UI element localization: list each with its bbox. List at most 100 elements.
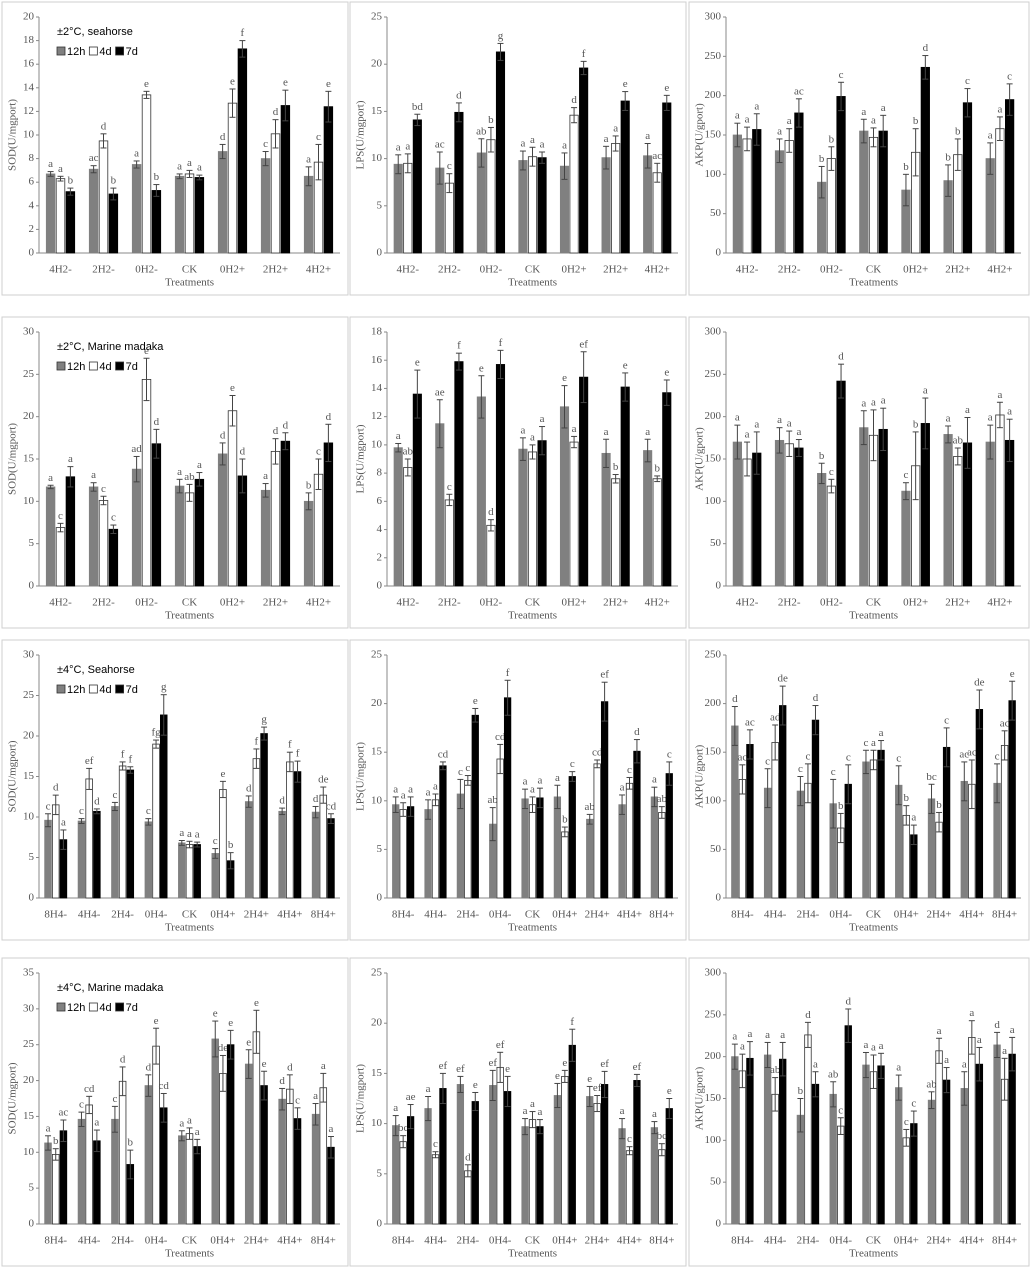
error-bar (90, 165, 97, 174)
y-tick-label: 100 (705, 495, 722, 507)
bar (237, 48, 248, 254)
significance-letter: a (652, 774, 657, 786)
significance-letter: d (838, 351, 844, 363)
x-tick-label: 2H2+ (603, 597, 628, 609)
error-bar (245, 1049, 252, 1079)
significance-letter: d (154, 416, 160, 428)
error-bar (954, 138, 961, 171)
y-tick-label: 25 (371, 11, 383, 23)
x-tick-label: 8H4- (731, 909, 754, 921)
error-bar (57, 175, 64, 182)
error-bar (786, 430, 793, 457)
error-bar (561, 152, 568, 180)
significance-letter: ef (496, 1039, 505, 1051)
significance-letter: d (101, 120, 107, 132)
error-bar (880, 114, 887, 148)
bar (293, 771, 302, 899)
y-tick-label: 6 (29, 176, 35, 188)
y-tick-label: 20 (23, 1074, 35, 1086)
panel-border (1, 316, 349, 629)
significance-letter: e (555, 1070, 560, 1082)
bar (528, 1119, 537, 1225)
significance-letter: ef (633, 1061, 642, 1073)
significance-letter: a (604, 133, 609, 145)
y-tick-label: 25 (23, 689, 35, 701)
annotation: ±4°C, Marine madaka (57, 982, 164, 994)
panel-border (1, 639, 349, 941)
significance-letter: de (218, 1042, 229, 1054)
significance-letter: a (923, 385, 928, 397)
significance-letter: c (146, 805, 151, 817)
bar (658, 1149, 666, 1225)
significance-letter: bd (412, 101, 424, 113)
error-bar (186, 483, 193, 502)
x-tick-label: 4H4+ (277, 909, 302, 921)
error-bar (903, 1128, 910, 1147)
significance-letter: a (540, 413, 545, 425)
bar (178, 1135, 186, 1225)
error-bar (529, 1111, 536, 1129)
significance-letter: a (777, 125, 782, 137)
significance-letter: d (994, 1019, 1000, 1031)
legend-swatch (115, 684, 125, 694)
error-bar (320, 1072, 327, 1103)
x-tick-label: 8H4- (392, 909, 415, 921)
chart-panel: 0 2 4 6 8 10 12 14 16 18 20 SOD(U/mgport) Treatments… (1, 1, 349, 296)
chart-panel: 0 5 10 15 20 25 30 SOD(U/mgport) Treatments 4H2- 2… (1, 316, 349, 629)
x-tick-label: 2H2- (92, 597, 115, 609)
error-bar (279, 1087, 286, 1111)
bar (553, 1095, 562, 1225)
bar (774, 439, 785, 587)
bar (731, 1056, 739, 1225)
bar (763, 1054, 772, 1225)
error-bar (529, 146, 536, 167)
significance-letter: a (780, 1029, 785, 1041)
significance-letter: b (913, 418, 919, 430)
error-bar (731, 706, 738, 746)
significance-letter: cd (84, 1083, 95, 1095)
error-bar (60, 829, 67, 850)
significance-letter: ef (600, 1058, 609, 1070)
error-bar (325, 90, 332, 123)
significance-letter: a (520, 424, 525, 436)
bar (579, 376, 589, 587)
significance-letter: e (664, 82, 669, 94)
significance-letter: e (230, 382, 235, 394)
significance-letter: c (447, 481, 452, 493)
error-bar (961, 761, 968, 802)
bar (65, 476, 76, 587)
bar (260, 1085, 268, 1225)
bar (293, 1118, 302, 1225)
bar (424, 1108, 432, 1225)
x-tick-label: 8H4- (392, 1235, 415, 1247)
chart-panel: 0 50 100 150 200 250 300 AKP(U/gport) Treatments… (688, 957, 1030, 1267)
bar (151, 190, 162, 254)
y-tick-label: 200 (705, 89, 722, 101)
significance-letter: a (787, 115, 792, 127)
chart-panel: 0 50 100 150 200 250 300 AKP(U/gport) Treatments… (688, 316, 1030, 629)
significance-letter: a (620, 1105, 625, 1117)
error-bar (127, 766, 134, 774)
error-bar (654, 162, 661, 183)
y-tick-label: 15 (23, 770, 35, 782)
error-bar (519, 150, 526, 171)
panel-border (688, 639, 1030, 941)
x-tick-label: 2H2+ (263, 597, 288, 609)
y-tick-label: 12 (23, 105, 34, 117)
y-tick-label: 0 (29, 247, 35, 259)
x-tick-label: 4H2+ (645, 597, 670, 609)
significance-letter: a (177, 466, 182, 478)
significance-letter: a (881, 395, 886, 407)
significance-letter: b (829, 133, 835, 145)
error-bar (797, 1098, 804, 1133)
bar (131, 164, 142, 254)
x-tick-label: CK (182, 597, 197, 609)
x-tick-label: 2H2- (438, 597, 461, 609)
error-bar (78, 818, 85, 824)
bar (141, 94, 152, 254)
error-bar (902, 482, 909, 501)
y-axis-label: LPS(U/mgport) (355, 100, 367, 169)
error-bar (862, 749, 869, 775)
significance-letter: a (620, 781, 625, 793)
significance-letter: ab (184, 471, 195, 483)
